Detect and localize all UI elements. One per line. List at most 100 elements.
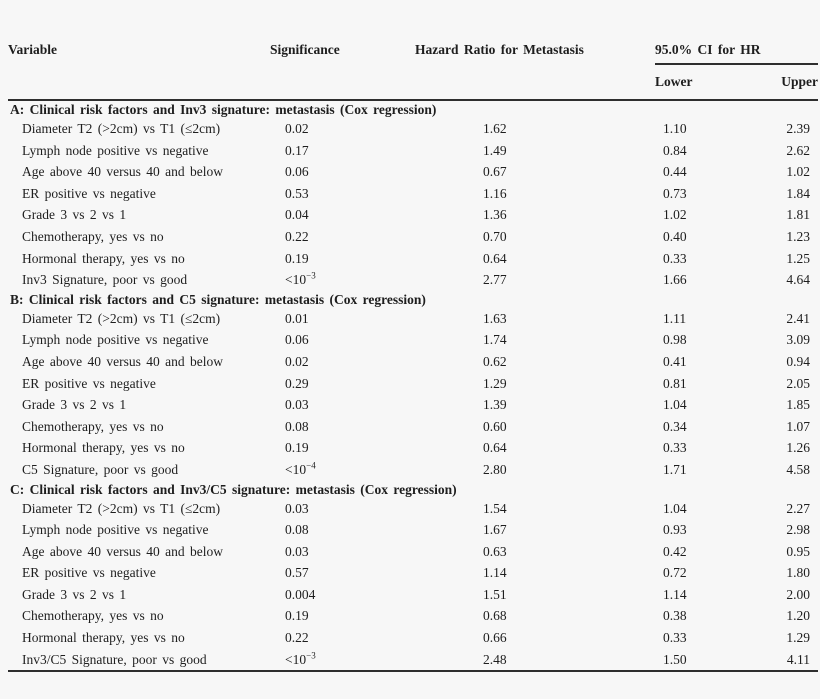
ci-lower-cell: 0.34: [663, 418, 687, 434]
data-row: Grade 3 vs 2 vs 1 0.04 1.36 1.02 1.81: [8, 204, 818, 226]
data-row: Diameter T2 (>2cm) vs T1 (≤2cm) 0.02 1.62 1…: [8, 118, 818, 140]
hazard-ratio-cell: 0.60: [483, 418, 507, 434]
header-row-sub: Lower Upper: [8, 65, 818, 100]
ci-upper-cell: 3.09: [786, 332, 810, 348]
significance-cell: <10−3: [285, 270, 316, 288]
variable-cell: ER positive vs negative: [22, 375, 156, 391]
ci-upper-cell: 2.98: [786, 522, 810, 538]
hazard-ratio-cell: 1.14: [483, 565, 507, 581]
ci-lower-cell: 1.66: [663, 272, 687, 288]
ci-upper-cell: 2.27: [786, 500, 810, 516]
table-header: Variable Significance Hazard Ratio for M…: [8, 26, 818, 100]
data-row: Chemotherapy, yes vs no 0.19 0.68 0.38 1.20: [8, 605, 818, 627]
column-header-variable: Variable: [8, 42, 58, 57]
variable-cell: Age above 40 versus 40 and below: [22, 353, 223, 369]
ci-upper-cell: 1.26: [786, 440, 810, 456]
hazard-ratio-cell: 2.80: [483, 461, 507, 477]
significance-cell: 0.19: [285, 608, 309, 624]
ci-lower-cell: 0.98: [663, 332, 687, 348]
data-row: Hormonal therapy, yes vs no 0.22 0.66 0.33 1…: [8, 627, 818, 649]
variable-cell: Diameter T2 (>2cm) vs T1 (≤2cm): [22, 121, 221, 136]
variable-cell: Chemotherapy, yes vs no: [22, 418, 164, 434]
variable-cell: ER positive vs negative: [22, 185, 156, 201]
table-body: A: Clinical risk factors and Inv3 signat…: [8, 100, 818, 672]
cox-regression-table-page: Variable Significance Hazard Ratio for M…: [0, 26, 820, 699]
significance-cell: 0.19: [285, 440, 309, 456]
hazard-ratio-cell: 1.49: [483, 142, 507, 158]
variable-cell: Hormonal therapy, yes vs no: [22, 440, 185, 456]
data-row: Grade 3 vs 2 vs 1 0.004 1.51 1.14 2.00: [8, 584, 818, 606]
column-header-ci-upper: Upper: [781, 74, 818, 89]
section-header-label: A: Clinical risk factors and Inv3 signat…: [10, 102, 437, 117]
ci-lower-cell: 0.44: [663, 164, 687, 180]
significance-cell: 0.19: [285, 250, 309, 266]
ci-upper-cell: 2.62: [786, 142, 810, 158]
ci-lower-cell: 0.81: [663, 375, 687, 391]
data-row: Lymph node positive vs negative 0.08 1.67 0…: [8, 519, 818, 541]
ci-lower-cell: 0.42: [663, 543, 687, 559]
ci-upper-cell: 1.02: [786, 164, 810, 180]
superscript-exponent: −4: [306, 460, 316, 471]
hazard-ratio-cell: 1.16: [483, 185, 507, 201]
variable-cell: Lymph node positive vs negative: [22, 142, 209, 158]
significance-cell: 0.17: [285, 142, 309, 158]
ci-upper-cell: 1.23: [786, 228, 810, 244]
variable-cell: Grade 3 vs 2 vs 1: [22, 207, 127, 223]
hazard-ratio-cell: 1.36: [483, 207, 507, 223]
variable-cell: Grade 3 vs 2 vs 1: [22, 586, 127, 602]
significance-cell: <10−4: [285, 460, 316, 477]
superscript-exponent: −3: [306, 270, 316, 281]
section-header-row: B: Clinical risk factors and C5 signatur…: [8, 291, 818, 308]
data-row: Age above 40 versus 40 and below 0.06 0.67…: [8, 161, 818, 183]
header-row-top: Variable Significance Hazard Ratio for M…: [8, 26, 818, 65]
header-spacer: [410, 65, 645, 100]
section-header-row: A: Clinical risk factors and Inv3 signat…: [8, 100, 818, 118]
hazard-ratio-cell: 1.54: [483, 500, 507, 516]
ci-lower-cell: 0.38: [663, 608, 687, 624]
section-header-label: C: Clinical risk factors and Inv3/C5 sig…: [10, 481, 457, 497]
ci-lower-cell: 0.33: [663, 440, 687, 456]
data-row: Age above 40 versus 40 and below 0.02 0.62…: [8, 351, 818, 373]
variable-cell: Diameter T2 (>2cm) vs T1 (≤2cm): [22, 310, 221, 326]
data-row: Inv3 Signature, poor vs good <10−3 2.77 1.6…: [8, 269, 818, 291]
column-header-ci-lower: Lower: [655, 74, 693, 89]
significance-cell: 0.02: [285, 121, 309, 136]
significance-cell: 0.004: [285, 586, 316, 602]
ci-lower-cell: 1.04: [663, 500, 687, 516]
hazard-ratio-cell: 0.64: [483, 440, 507, 456]
column-header-significance: Significance: [270, 42, 340, 57]
significance-cell: 0.53: [285, 185, 309, 201]
significance-cell: 0.08: [285, 418, 309, 434]
cox-regression-results-table: Variable Significance Hazard Ratio for M…: [8, 26, 818, 672]
data-row: Grade 3 vs 2 vs 1 0.03 1.39 1.04 1.85: [8, 394, 818, 416]
data-row: Diameter T2 (>2cm) vs T1 (≤2cm) 0.01 1.63 1…: [8, 308, 818, 330]
ci-lower-cell: 0.93: [663, 522, 687, 538]
hazard-ratio-cell: 2.77: [483, 272, 507, 288]
ci-lower-cell: 0.73: [663, 185, 687, 201]
ci-upper-cell: 4.11: [786, 651, 810, 667]
ci-upper-cell: 1.80: [786, 565, 810, 581]
data-row: Inv3/C5 Signature, poor vs good <10−3 2.48…: [8, 649, 818, 672]
hazard-ratio-cell: 0.64: [483, 250, 507, 266]
hazard-ratio-cell: 0.66: [483, 630, 507, 646]
significance-cell: 0.06: [285, 164, 309, 180]
variable-cell: Inv3/C5 Signature, poor vs good: [22, 651, 207, 667]
data-row: Hormonal therapy, yes vs no 0.19 0.64 0.33 1…: [8, 248, 818, 270]
data-row: Chemotherapy, yes vs no 0.22 0.70 0.40 1.23: [8, 226, 818, 248]
significance-cell: 0.08: [285, 522, 309, 538]
ci-upper-cell: 1.20: [786, 608, 810, 624]
significance-cell: <10−3: [285, 650, 316, 667]
data-row: Diameter T2 (>2cm) vs T1 (≤2cm) 0.03 1.54 1…: [8, 498, 818, 520]
header-spacer: [270, 65, 410, 100]
ci-upper-cell: 2.05: [786, 375, 810, 391]
column-header-ci-group: 95.0% CI for HR: [645, 26, 818, 65]
data-row: Lymph node positive vs negative 0.06 1.74 0…: [8, 329, 818, 351]
ci-upper-cell: 2.39: [786, 121, 810, 136]
ci-upper-cell: 2.41: [786, 310, 810, 326]
hazard-ratio-cell: 0.63: [483, 543, 507, 559]
significance-cell: 0.57: [285, 565, 309, 581]
ci-upper-cell: 1.85: [786, 397, 810, 413]
data-row: Hormonal therapy, yes vs no 0.19 0.64 0.33 1…: [8, 437, 818, 459]
ci-upper-cell: 0.94: [786, 353, 810, 369]
ci-upper-cell: 1.81: [786, 207, 810, 223]
